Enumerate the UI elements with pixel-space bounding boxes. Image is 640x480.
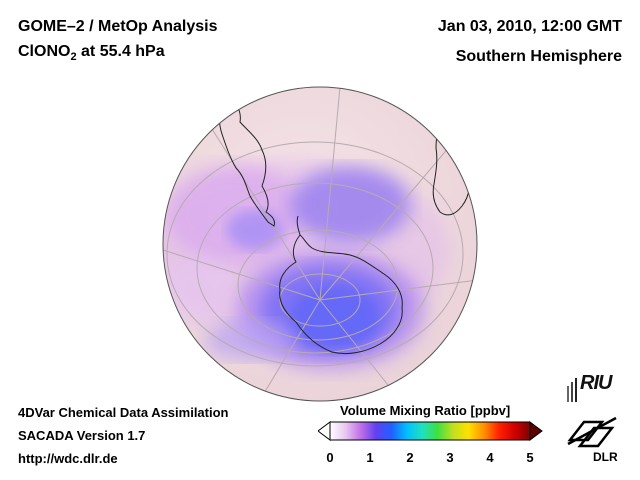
colorbar-tick-label: 5: [526, 450, 534, 465]
colorbar-tick-label: 1: [366, 450, 374, 465]
colorbar-tick-label: 3: [446, 450, 454, 465]
dlr-logo-text: DLR: [593, 450, 618, 464]
colorbar-min-arrow: [318, 421, 331, 441]
graticule: [163, 87, 477, 401]
ozone-field: [163, 160, 450, 370]
colorbar: [318, 421, 543, 441]
footer-line-1: 4DVar Chemical Data Assimilation: [18, 405, 229, 420]
dlr-logo-icon: [567, 416, 617, 448]
colorbar-tick-label: 0: [326, 450, 334, 465]
riu-logo-text: RIU: [580, 372, 612, 394]
colorbar-bar: [329, 421, 531, 441]
colorbar-max-arrow: [529, 421, 543, 441]
footer-url: http://wdc.dlr.de: [18, 451, 118, 466]
map-title: GOME–2 / MetOp Analysis: [18, 18, 218, 35]
colorbar-tick-label: 2: [406, 450, 414, 465]
colorbar-tick-label: 4: [486, 450, 494, 465]
map-region: Southern Hemisphere: [455, 48, 622, 65]
map-date: Jan 03, 2010, 12:00 GMT: [437, 18, 622, 35]
colorbar-title: Volume Mixing Ratio [ppbv]: [340, 403, 511, 418]
riu-logo-icon: [567, 378, 577, 402]
map-subtitle: ClONO2 at 55.4 hPa: [18, 43, 165, 63]
globe-outline: [162, 86, 478, 402]
footer-line-2: SACADA Version 1.7: [18, 428, 146, 443]
